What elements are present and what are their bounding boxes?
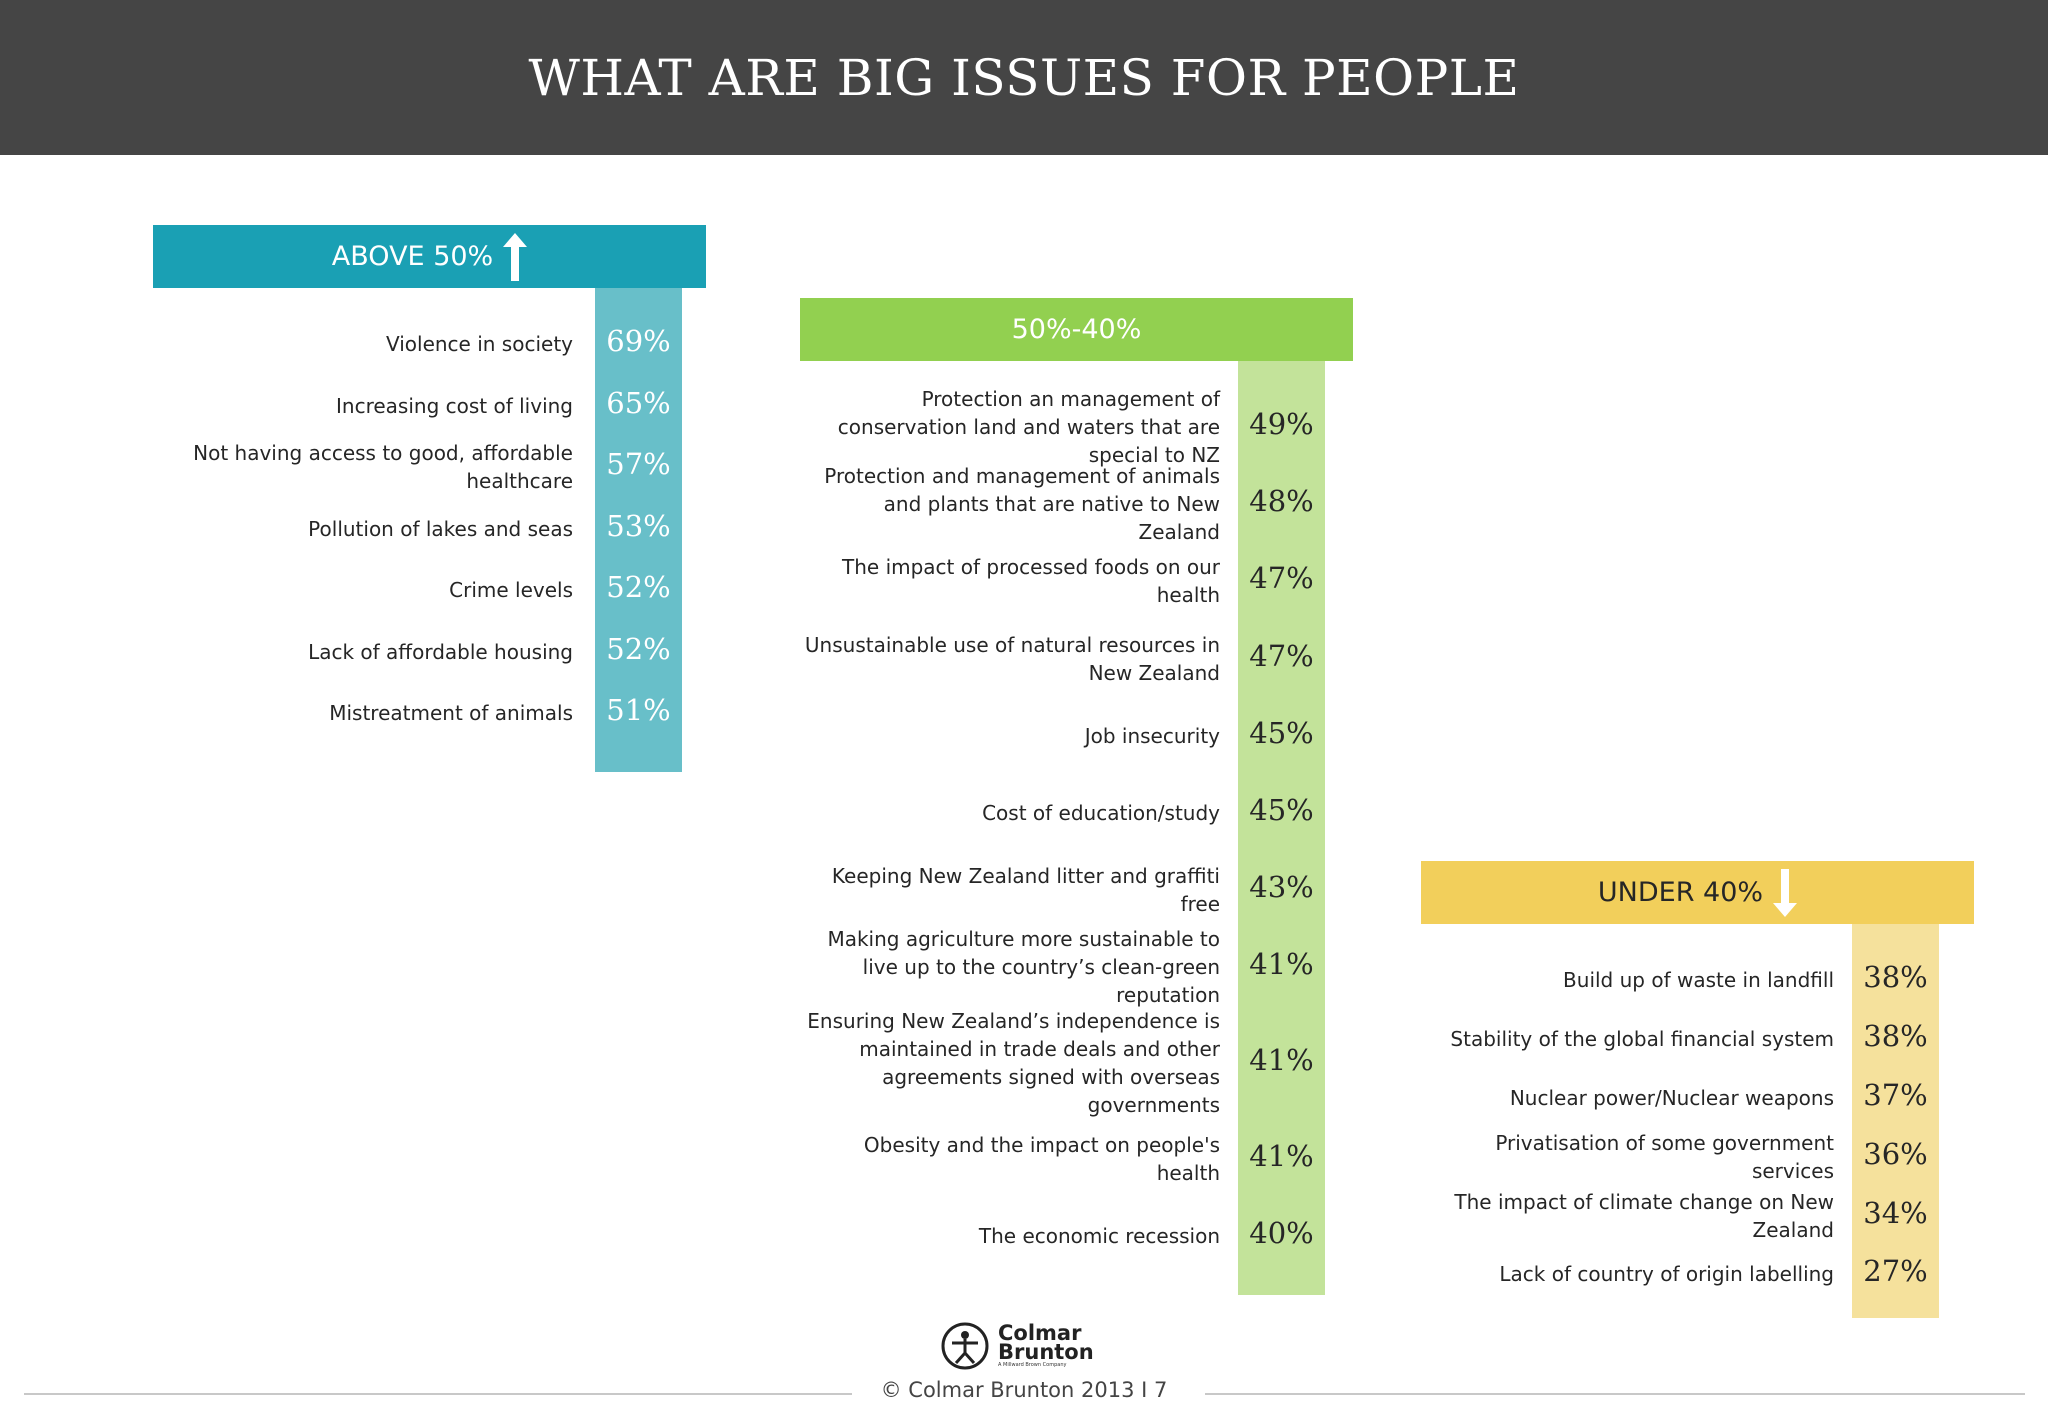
issue-value: 48% (1249, 484, 1314, 518)
group-50-40: 50%-40% Protection an management of conse… (800, 298, 1353, 1295)
issue-value: 38% (1863, 1019, 1928, 1053)
footer-rule-right (1205, 1393, 2025, 1395)
issue-row: The economic recession 40% (800, 1216, 1353, 1256)
issue-row: Crime levels 52% (153, 570, 706, 610)
group-header: 50%-40% (800, 298, 1353, 361)
issue-row: Mistreatment of animals 51% (153, 693, 706, 733)
issue-row: Nuclear power/Nuclear weapons 37% (1421, 1078, 1974, 1118)
logo-text: Colmar Brunton A Millward Brown Company (998, 1320, 1094, 1369)
issue-label: Increasing cost of living (336, 394, 573, 418)
issue-row: Ensuring New Zealand’s independence is m… (800, 1004, 1353, 1122)
issue-label: Lack of affordable housing (308, 640, 573, 664)
issue-value: 47% (1249, 561, 1314, 595)
value-column-bg (595, 288, 682, 772)
issue-label: Protection and management of animals and… (824, 464, 1220, 544)
issue-row: Lack of affordable housing 52% (153, 632, 706, 672)
issue-label: Job insecurity (1084, 724, 1220, 748)
issue-label: The economic recession (978, 1224, 1220, 1248)
logo-line2: Brunton (998, 1339, 1094, 1364)
issue-label: Nuclear power/Nuclear weapons (1509, 1086, 1834, 1110)
footer-copyright: © Colmar Brunton 2013 I 7 (880, 1378, 1168, 1402)
value-column-bg (1238, 361, 1325, 1295)
issue-row: Build up of waste in landfill 38% (1421, 960, 1974, 1000)
up-arrow-icon (503, 232, 528, 281)
issue-row: The impact of processed foods on our hea… (800, 550, 1353, 612)
issue-label: Pollution of lakes and seas (308, 517, 573, 541)
issue-row: Protection and management of animals and… (800, 464, 1353, 544)
issue-label: Cost of education/study (982, 801, 1220, 825)
group-header: ABOVE 50% (153, 225, 706, 288)
footer-rule-left (24, 1393, 852, 1395)
issue-row: Lack of country of origin labelling 27% (1421, 1254, 1974, 1294)
group-header-label: 50%-40% (1011, 314, 1142, 345)
issue-row: Keeping New Zealand litter and graffiti … (800, 864, 1353, 916)
issue-label: Mistreatment of animals (329, 701, 573, 725)
issue-value: 45% (1249, 716, 1314, 750)
title-bar: WHAT ARE BIG ISSUES FOR PEOPLE (0, 0, 2048, 155)
value-column-bg (1852, 924, 1939, 1318)
issue-row: Protection an management of conservation… (800, 387, 1353, 467)
issue-label: Obesity and the impact on people's healt… (863, 1133, 1220, 1185)
issue-row: Not having access to good, affordable he… (153, 436, 706, 498)
issue-label: The impact of processed foods on our hea… (842, 555, 1220, 607)
issue-value: 53% (606, 509, 671, 543)
issue-label: Crime levels (449, 578, 573, 602)
issue-label: Protection an management of conservation… (837, 387, 1220, 467)
issue-row: Increasing cost of living 65% (153, 386, 706, 426)
issue-value: 57% (606, 447, 671, 481)
issue-label: Unsustainable use of natural resources i… (804, 633, 1220, 685)
issue-value: 34% (1863, 1196, 1928, 1230)
issue-value: 41% (1249, 947, 1314, 981)
group-above-50: ABOVE 50% Violence in society 69% Increasin… (153, 225, 706, 772)
issue-value: 43% (1249, 870, 1314, 904)
issue-row: Violence in society 69% (153, 324, 706, 364)
colmar-brunton-logo: Colmar Brunton A Millward Brown Company (940, 1320, 1112, 1372)
issue-row: Privatisation of some government service… (1421, 1131, 1974, 1183)
group-under-40: UNDER 40% Build up of waste in landfill 38… (1421, 861, 1974, 1318)
logo-tagline: A Millward Brown Company (998, 1361, 1067, 1368)
issue-row: Making agriculture more sustainable to l… (800, 927, 1353, 1007)
issue-label: The impact of climate change on New Zeal… (1454, 1190, 1834, 1242)
issue-value: 40% (1249, 1216, 1314, 1250)
issue-row: Job insecurity 45% (800, 716, 1353, 756)
issue-row: Stability of the global financial system… (1421, 1019, 1974, 1059)
issue-row: The impact of climate change on New Zeal… (1421, 1185, 1974, 1247)
issue-value: 37% (1863, 1078, 1928, 1112)
page-title: WHAT ARE BIG ISSUES FOR PEOPLE (528, 48, 1520, 107)
issue-value: 65% (606, 386, 671, 420)
issue-value: 41% (1249, 1043, 1314, 1077)
issue-value: 41% (1249, 1139, 1314, 1173)
group-header-label: ABOVE 50% (331, 241, 494, 272)
issue-value: 52% (606, 632, 671, 666)
issue-label: Build up of waste in landfill (1563, 968, 1834, 992)
logo-line1: Colmar (998, 1320, 1082, 1345)
issue-value: 47% (1249, 639, 1314, 673)
issue-value: 49% (1249, 407, 1314, 441)
issue-label: Stability of the global financial system (1450, 1027, 1834, 1051)
issue-row: Obesity and the impact on people's healt… (800, 1133, 1353, 1185)
issue-value: 52% (606, 570, 671, 604)
issue-value: 45% (1249, 793, 1314, 827)
issue-value: 27% (1863, 1254, 1928, 1288)
issue-label: Not having access to good, affordable he… (193, 441, 573, 493)
logo-emblem-icon (941, 1322, 989, 1370)
issue-label: Ensuring New Zealand’s independence is m… (807, 1009, 1220, 1117)
issue-value: 38% (1863, 960, 1928, 994)
down-arrow-icon (1773, 868, 1798, 917)
issue-label: Making agriculture more sustainable to l… (827, 927, 1220, 1007)
issue-row: Pollution of lakes and seas 53% (153, 509, 706, 549)
group-header: UNDER 40% (1421, 861, 1974, 924)
issue-label: Privatisation of some government service… (1495, 1131, 1834, 1183)
issue-row: Unsustainable use of natural resources i… (800, 628, 1353, 690)
issue-value: 51% (606, 693, 671, 727)
issue-row: Cost of education/study 45% (800, 793, 1353, 833)
issue-label: Violence in society (385, 332, 573, 356)
issue-label: Keeping New Zealand litter and graffiti … (831, 864, 1220, 916)
issue-value: 36% (1863, 1137, 1928, 1171)
issue-value: 69% (606, 324, 671, 358)
group-header-label: UNDER 40% (1597, 877, 1764, 908)
issue-label: Lack of country of origin labelling (1499, 1262, 1834, 1286)
